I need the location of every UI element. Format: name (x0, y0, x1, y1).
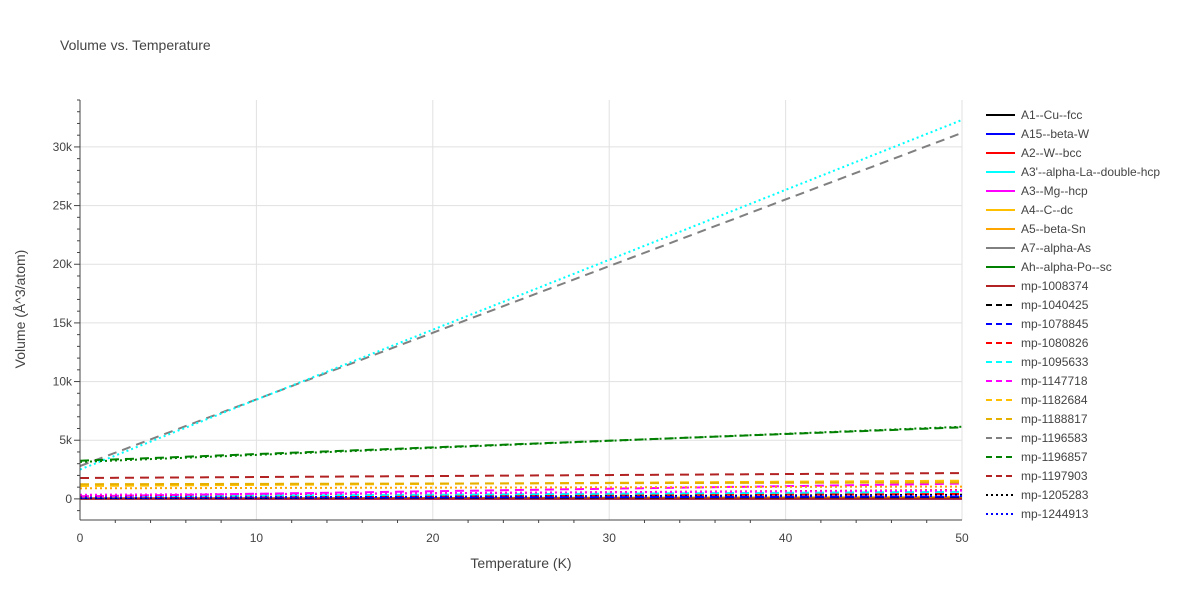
legend-label[interactable]: A4--C--dc (1021, 203, 1073, 217)
chart-title: Volume vs. Temperature (60, 37, 211, 53)
series-line (80, 482, 962, 484)
legend-label[interactable]: mp-1080826 (1021, 336, 1089, 350)
legend-label[interactable]: A2--W--bcc (1021, 146, 1081, 160)
x-tick-label: 50 (955, 531, 969, 545)
grid (80, 100, 962, 520)
x-tick-label: 40 (779, 531, 793, 545)
plot-area (80, 120, 962, 499)
legend-label[interactable]: Ah--alpha-Po--sc (1021, 260, 1112, 274)
x-tick-label: 0 (77, 531, 84, 545)
legend-label[interactable]: mp-1188817 (1021, 412, 1088, 426)
y-tick-label: 0 (65, 492, 72, 506)
y-tick-label: 10k (53, 375, 73, 389)
legend-label[interactable]: mp-1196857 (1021, 450, 1088, 464)
y-tick-label: 20k (53, 257, 73, 271)
y-tick-label: 5k (59, 433, 73, 447)
legend-label[interactable]: mp-1040425 (1021, 298, 1089, 312)
x-axis-title: Temperature (K) (470, 555, 571, 571)
legend-label[interactable]: mp-1078845 (1021, 317, 1089, 331)
y-axis-title: Volume (Å^3/atom) (12, 250, 28, 369)
legend-label[interactable]: mp-1182684 (1021, 393, 1088, 407)
legend-label[interactable]: mp-1008374 (1021, 279, 1089, 293)
x-tick-label: 10 (250, 531, 264, 545)
legend-label[interactable]: mp-1147718 (1021, 374, 1088, 388)
legend: A1--Cu--fcc A15--beta-W A2--W--bcc A3'--alp… (986, 108, 1160, 521)
series-line (80, 427, 962, 462)
legend-label[interactable]: mp-1095633 (1021, 355, 1089, 369)
legend-label[interactable]: A15--beta-W (1021, 127, 1090, 141)
y-tick-label: 25k (53, 199, 73, 213)
legend-label[interactable]: mp-1197903 (1021, 469, 1088, 483)
legend-label[interactable]: mp-1205283 (1021, 488, 1089, 502)
series-line (80, 487, 962, 489)
series-line (80, 473, 962, 478)
series-line (80, 133, 962, 466)
x-tick-label: 30 (603, 531, 617, 545)
legend-label[interactable]: A3--Mg--hcp (1021, 184, 1088, 198)
legend-label[interactable]: mp-1244913 (1021, 507, 1089, 521)
legend-label[interactable]: A3'--alpha-La--double-hcp (1021, 165, 1160, 179)
legend-label[interactable]: A5--beta-Sn (1021, 222, 1086, 236)
y-tick-label: 15k (53, 316, 73, 330)
y-tick-label: 30k (53, 140, 73, 154)
legend-label[interactable]: A7--alpha-As (1021, 241, 1091, 255)
x-tick-label: 20 (426, 531, 440, 545)
legend-label[interactable]: A1--Cu--fcc (1021, 108, 1082, 122)
legend-label[interactable]: mp-1196583 (1021, 431, 1088, 445)
